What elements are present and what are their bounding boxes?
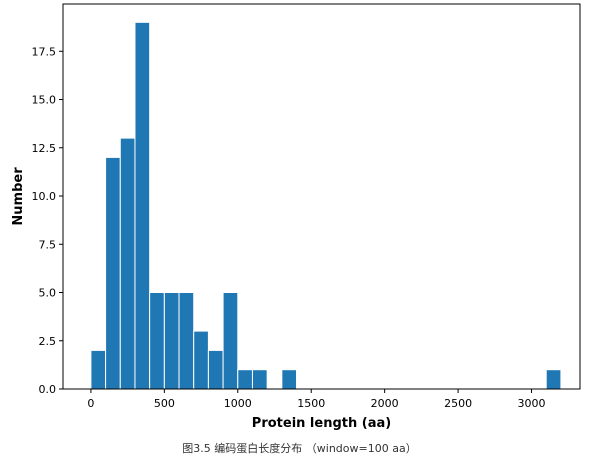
histogram-bar-2 — [119, 137, 136, 390]
histogram-bar-0 — [90, 349, 107, 390]
histogram-bar-5 — [163, 292, 180, 390]
y-tick-label-6: 15.0 — [32, 94, 57, 107]
histogram-bar-9 — [222, 292, 239, 390]
y-tick-label-7: 17.5 — [32, 45, 57, 58]
histogram-chart: 0 500 1000 1500 2000 2500 3000 0.0 2.5 5.0 7.5 10.0… — [11, 3, 581, 430]
y-tick-label-4: 10.0 — [32, 190, 57, 203]
histogram-bar-7 — [193, 330, 209, 390]
histogram-bar-1 — [105, 156, 121, 390]
x-tick-label-3: 1500 — [297, 397, 325, 410]
ticks-layer: 0 500 1000 1500 2000 2500 3000 0.0 2.5 5.0 7.5 10.0… — [32, 45, 546, 410]
figure-caption: 图3.5 编码蛋白长度分布 （window=100 aa） — [182, 442, 417, 455]
histogram-bar-10 — [237, 369, 253, 390]
histogram-bar-12 — [281, 369, 298, 390]
y-tick-label-3: 7.5 — [39, 238, 57, 251]
y-tick-label-0: 0.0 — [39, 383, 57, 396]
y-tick-label-1: 2.5 — [39, 335, 57, 348]
histogram-bar-8 — [207, 349, 224, 390]
histogram-bar-3 — [134, 21, 151, 390]
x-axis-title: Protein length (aa) — [252, 416, 391, 430]
bars-layer — [90, 21, 562, 390]
histogram-bar-6 — [178, 292, 195, 390]
x-tick-label-2: 1000 — [224, 397, 252, 410]
histogram-bar-13 — [545, 369, 562, 390]
histogram-bar-11 — [251, 369, 268, 390]
x-tick-label-6: 3000 — [518, 397, 546, 410]
y-tick-label-5: 12.5 — [32, 142, 57, 155]
y-axis-title: Number — [11, 167, 26, 226]
chart-svg: 0 500 1000 1500 2000 2500 3000 0.0 2.5 5.0 7.5 10.0… — [11, 3, 581, 430]
y-tick-label-2: 5.0 — [39, 287, 57, 300]
x-tick-label-1: 500 — [154, 397, 175, 410]
x-tick-label-5: 2500 — [444, 397, 472, 410]
histogram-bar-4 — [149, 292, 165, 390]
x-tick-label-0: 0 — [87, 397, 94, 410]
x-tick-label-4: 2000 — [371, 397, 399, 410]
plot-frame — [62, 3, 581, 390]
